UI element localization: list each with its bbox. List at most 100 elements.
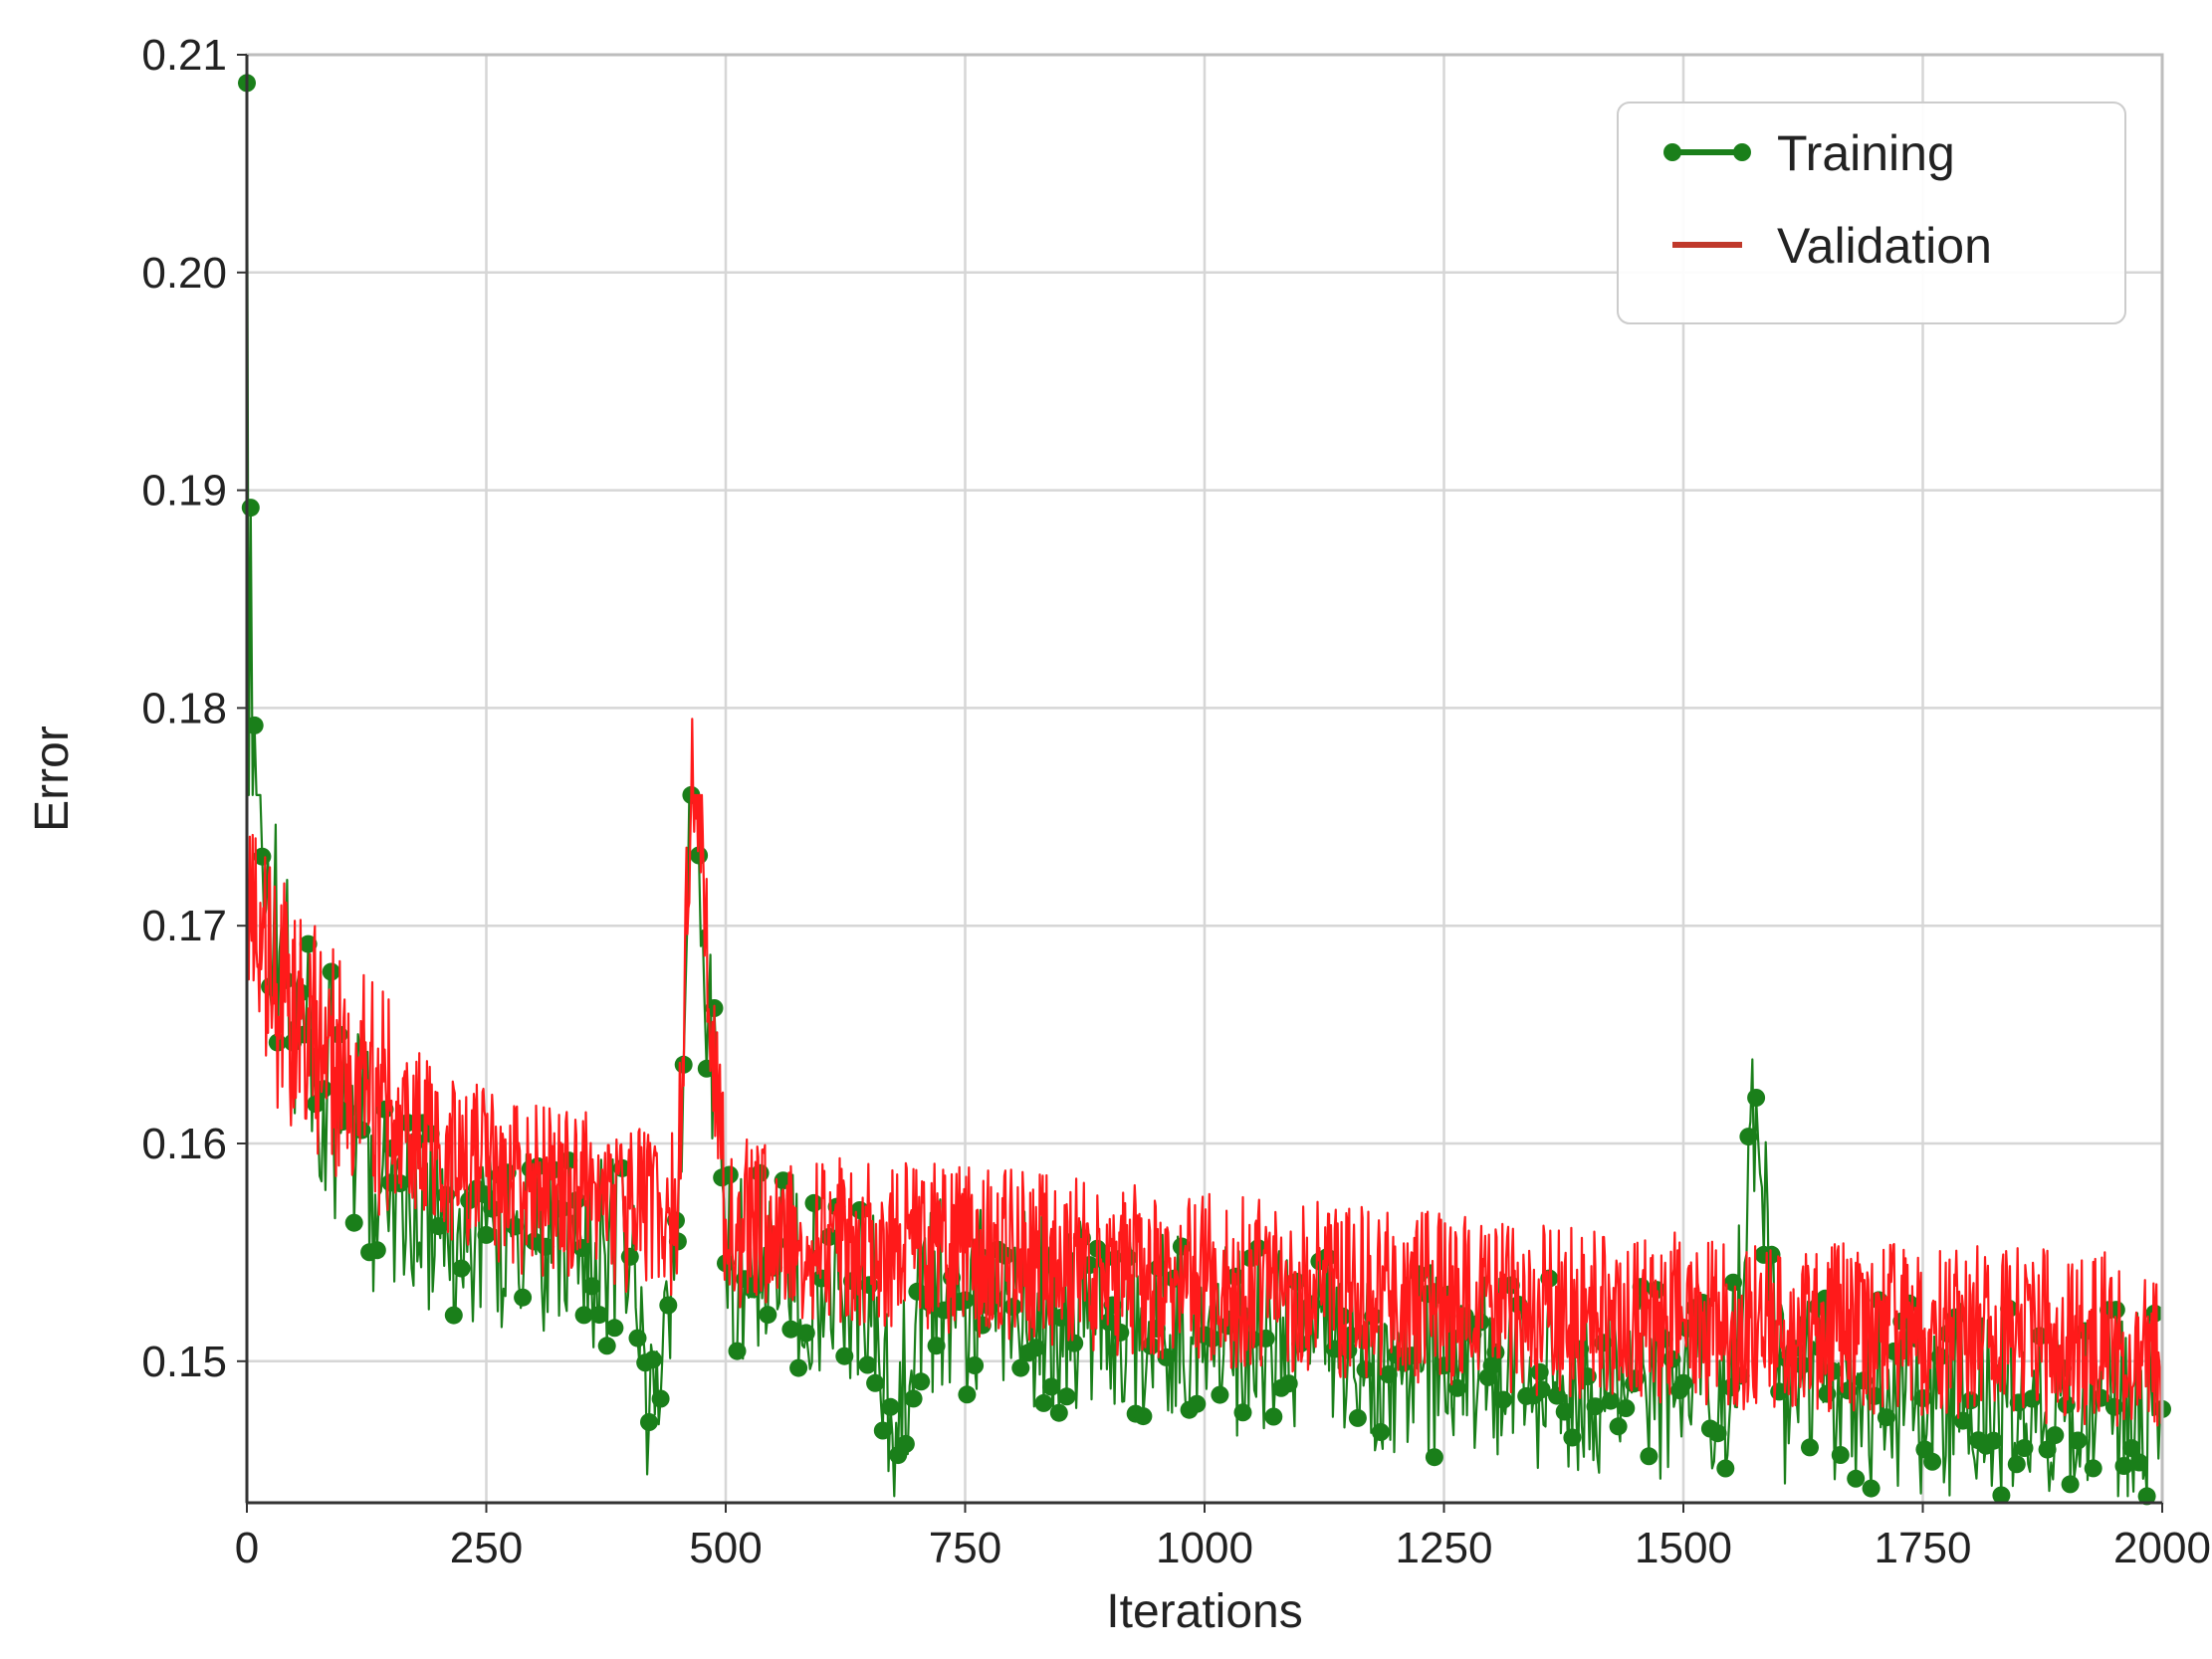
training-point: [506, 1217, 525, 1236]
x-tick-label: 1000: [1156, 1524, 1253, 1572]
x-tick-label: 1500: [1635, 1524, 1732, 1572]
legend-training-marker: [1663, 143, 1681, 161]
training-point: [1992, 1486, 2011, 1505]
training-point: [1379, 1365, 1398, 1383]
training-point: [2007, 1455, 2026, 1474]
training-point: [904, 1389, 923, 1408]
training-point: [253, 847, 272, 866]
training-point: [1211, 1385, 1229, 1404]
training-point: [1724, 1273, 1742, 1292]
training-point: [429, 1217, 448, 1236]
training-point: [597, 1337, 616, 1355]
training-point: [1042, 1377, 1061, 1396]
x-tick-label: 1750: [1875, 1524, 1972, 1572]
training-point: [1609, 1417, 1628, 1436]
training-point: [1555, 1402, 1574, 1421]
training-point: [1011, 1358, 1030, 1377]
training-point: [1831, 1446, 1850, 1464]
training-point: [477, 1225, 496, 1244]
x-tick-label: 0: [235, 1524, 259, 1572]
training-point: [514, 1288, 533, 1307]
x-axis-ticks: 0 250 500 750 1000 1250 1500 1750 2000: [235, 1503, 2211, 1572]
y-tick-label: 0.15: [141, 1338, 227, 1386]
training-point: [927, 1337, 946, 1355]
training-point: [908, 1282, 927, 1301]
x-tick-label: 2000: [2113, 1524, 2211, 1572]
training-point: [896, 1434, 915, 1453]
training-point: [2084, 1459, 2102, 1478]
training-point: [643, 1350, 662, 1369]
series-layer: [238, 74, 2171, 1506]
training-point: [1111, 1323, 1130, 1342]
training-point: [2069, 1431, 2088, 1450]
training-point: [590, 1306, 608, 1325]
training-point: [1057, 1387, 1076, 1406]
training-point: [659, 1296, 678, 1315]
training-point: [743, 1280, 762, 1299]
training-point: [1674, 1373, 1692, 1392]
training-point: [1264, 1407, 1283, 1426]
validation-series-line: [245, 718, 2164, 1427]
training-point: [1065, 1334, 1084, 1352]
training-point: [605, 1319, 624, 1338]
training-point: [912, 1372, 931, 1391]
training-point: [2137, 1487, 2156, 1506]
training-point: [1256, 1329, 1275, 1348]
training-point: [781, 1320, 800, 1339]
training-point: [537, 1237, 555, 1256]
legend: Training Validation: [1617, 102, 2126, 324]
training-point: [1601, 1391, 1620, 1410]
training-point: [858, 1355, 877, 1374]
y-tick-label: 0.21: [141, 31, 227, 80]
training-point: [1425, 1448, 1443, 1467]
training-point: [444, 1306, 463, 1325]
training-point: [1640, 1447, 1659, 1466]
training-point: [241, 499, 260, 518]
training-point: [1818, 1384, 1837, 1403]
x-axis-title: Iterations: [1106, 1585, 1302, 1638]
training-point: [574, 1306, 593, 1325]
training-point: [367, 1241, 386, 1260]
training-point: [1188, 1394, 1207, 1413]
legend-validation-label: Validation: [1777, 218, 1992, 274]
training-point: [881, 1397, 900, 1416]
training-point: [628, 1329, 647, 1348]
training-point: [640, 1413, 658, 1431]
x-tick-label: 250: [450, 1524, 523, 1572]
training-point: [1847, 1469, 1866, 1488]
training-point: [1747, 1089, 1766, 1107]
training-point: [804, 1193, 823, 1212]
training-point: [1157, 1348, 1176, 1366]
training-point: [1984, 1431, 2003, 1450]
training-point: [651, 1389, 670, 1408]
training-point: [1708, 1424, 1727, 1443]
training-point: [2038, 1440, 2057, 1459]
training-point: [344, 1213, 363, 1232]
legend-training-marker: [1733, 143, 1751, 161]
training-point: [1049, 1403, 1068, 1422]
training-point: [1923, 1452, 1942, 1471]
legend-training-label: Training: [1777, 125, 1955, 181]
training-point: [759, 1306, 777, 1325]
training-point: [2015, 1439, 2034, 1457]
training-point: [1586, 1397, 1605, 1416]
y-tick-label: 0.19: [141, 467, 227, 516]
training-point: [1877, 1408, 1895, 1427]
training-point: [789, 1358, 808, 1377]
training-point: [1617, 1399, 1636, 1417]
training-point: [1448, 1378, 1466, 1397]
training-point: [1233, 1403, 1252, 1422]
training-point: [728, 1342, 747, 1360]
y-axis-ticks: 0.15 0.16 0.17 0.18 0.19 0.20 0.21: [141, 31, 247, 1386]
training-point: [1494, 1390, 1513, 1409]
training-point: [1372, 1423, 1390, 1441]
training-point: [2122, 1439, 2141, 1458]
y-tick-label: 0.16: [141, 1120, 227, 1168]
training-point: [1953, 1411, 1972, 1430]
training-point: [1530, 1362, 1549, 1381]
training-point: [1801, 1438, 1819, 1457]
training-point: [1435, 1356, 1453, 1375]
training-point: [866, 1373, 885, 1392]
training-point: [2061, 1475, 2080, 1494]
